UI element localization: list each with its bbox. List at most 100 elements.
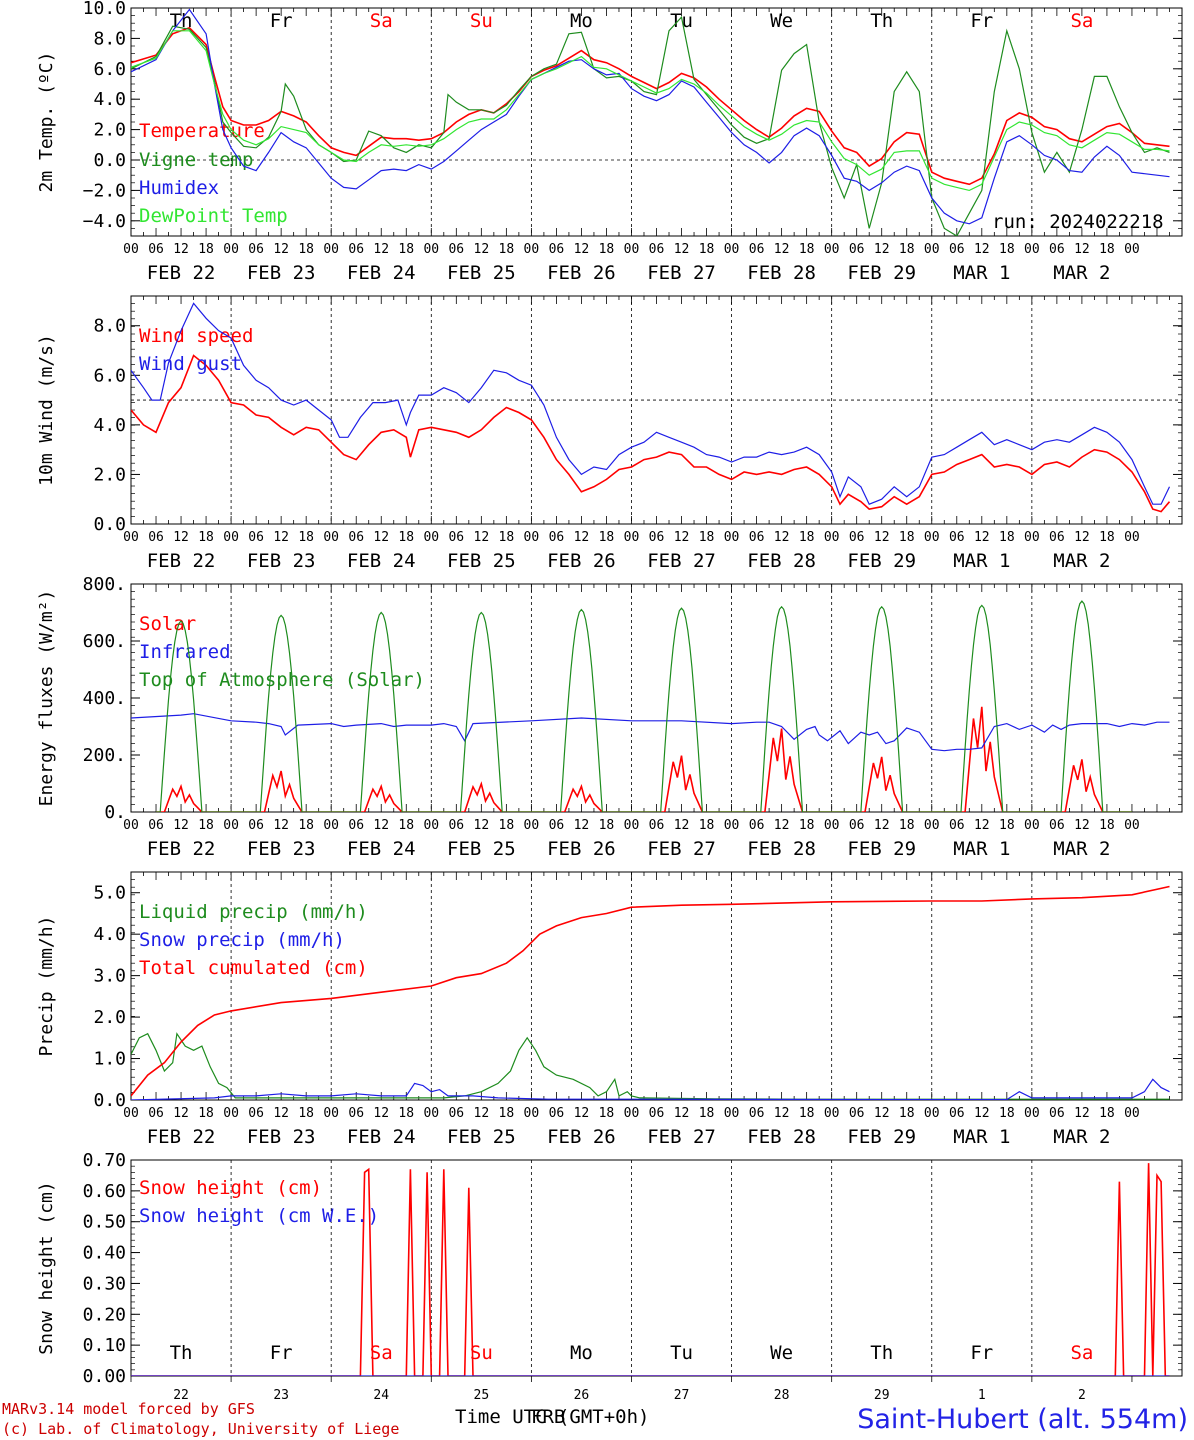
series-line-solar	[156, 706, 1132, 812]
hour-tick-label: 18	[999, 818, 1015, 833]
hour-tick-label: 06	[549, 1106, 565, 1121]
day-name-label: Th	[870, 10, 893, 32]
hour-tick-label: 00	[724, 818, 740, 833]
hour-tick-label: 12	[674, 242, 690, 257]
y-tick-label: 0.40	[83, 1243, 126, 1264]
date-label: FEB 29	[847, 838, 916, 860]
hour-tick-label: 06	[1049, 1106, 1065, 1121]
hour-tick-label: 18	[1099, 818, 1115, 833]
y-axis-label: 10m Wind (m/s)	[36, 334, 57, 486]
hour-tick-label: 12	[373, 530, 389, 545]
hour-tick-label: 18	[1099, 1106, 1115, 1121]
legend-liquid-precip-mm-h-: Liquid precip (mm/h)	[139, 901, 368, 923]
hour-tick-label: 00	[1024, 1106, 1040, 1121]
hour-tick-label: 00	[223, 530, 239, 545]
hour-tick-label: 06	[148, 1106, 164, 1121]
hour-tick-label: 12	[474, 242, 490, 257]
date-label: MAR 1	[953, 262, 1010, 284]
hour-tick-label: 18	[398, 1106, 414, 1121]
hour-tick-label: 12	[474, 1106, 490, 1121]
hour-tick-label: 18	[298, 818, 314, 833]
day-name-label: Mo	[570, 10, 593, 32]
hour-tick-label: 12	[574, 818, 590, 833]
day-name-label: Fr	[970, 10, 993, 32]
date-label: FEB 24	[347, 1126, 416, 1148]
date-label: MAR 1	[953, 550, 1010, 572]
day-number-label: 24	[373, 1388, 389, 1403]
day-number-label: 25	[474, 1388, 490, 1403]
hour-tick-label: 18	[899, 530, 915, 545]
plot-frame	[130, 583, 1183, 813]
hour-tick-label: 18	[298, 242, 314, 257]
hour-tick-label: 06	[248, 530, 264, 545]
y-tick-label: 600.	[83, 631, 126, 652]
hour-tick-label: 06	[1049, 530, 1065, 545]
plot-frame	[130, 295, 1183, 525]
hour-tick-label: 00	[323, 242, 339, 257]
hour-tick-label: 12	[1074, 242, 1090, 257]
hour-tick-label: 06	[649, 1106, 665, 1121]
legend-top-of-atmosphere-solar-: Top of Atmosphere (Solar)	[139, 669, 425, 691]
hour-tick-label: 00	[524, 242, 540, 257]
hour-tick-label: 18	[1099, 530, 1115, 545]
hour-tick-label: 00	[1124, 818, 1140, 833]
hour-tick-label: 06	[949, 818, 965, 833]
hour-tick-label: 06	[448, 242, 464, 257]
hour-tick-label: 00	[223, 242, 239, 257]
hour-tick-label: 00	[924, 1106, 940, 1121]
hour-tick-label: 12	[1074, 1106, 1090, 1121]
hour-tick-label: 00	[1124, 1106, 1140, 1121]
hour-tick-label: 06	[849, 818, 865, 833]
y-tick-label: 0.30	[83, 1273, 126, 1294]
day-name-label: Sa	[370, 10, 393, 32]
hour-tick-label: 00	[123, 818, 139, 833]
date-label: FEB 26	[547, 262, 616, 284]
legend-wind-gust: Wind gust	[139, 353, 242, 375]
hour-tick-label: 12	[574, 1106, 590, 1121]
hour-tick-label: 12	[774, 242, 790, 257]
day-name-label: Sa	[1070, 10, 1093, 32]
date-label: FEB 23	[247, 550, 316, 572]
hour-tick-label: 18	[899, 242, 915, 257]
hour-tick-label: 00	[123, 242, 139, 257]
hour-tick-label: 06	[148, 242, 164, 257]
y-axis-label: Snow height (cm)	[36, 1181, 57, 1354]
legend-temperature: Temperature	[139, 120, 265, 142]
y-tick-label: 2.0	[93, 1007, 126, 1028]
plot-frame	[130, 7, 1183, 237]
date-label: FEB 27	[647, 838, 716, 860]
date-label: MAR 2	[1053, 1126, 1110, 1148]
hour-tick-label: 06	[649, 530, 665, 545]
day-name-label: Tu	[670, 1342, 693, 1364]
day-name-label: Th	[170, 1342, 193, 1364]
hour-tick-label: 18	[398, 818, 414, 833]
hour-tick-label: 00	[1024, 242, 1040, 257]
hour-tick-label: 18	[499, 242, 515, 257]
y-axis-label: Precip (mm/h)	[36, 916, 57, 1057]
hour-tick-label: 12	[974, 1106, 990, 1121]
day-name-label: Th	[870, 1342, 893, 1364]
hour-tick-label: 12	[974, 530, 990, 545]
series-line-vigne-temp	[131, 15, 1170, 236]
y-tick-label: 4.0	[93, 89, 126, 110]
date-label: FEB 27	[647, 550, 716, 572]
legend-humidex: Humidex	[139, 177, 219, 199]
hour-tick-label: 18	[198, 818, 214, 833]
y-tick-label: 2.0	[93, 464, 126, 485]
hour-tick-label: 06	[1049, 242, 1065, 257]
hour-tick-label: 12	[674, 530, 690, 545]
legend-vigne-temp: Vigne temp	[139, 149, 253, 171]
hour-tick-label: 18	[799, 530, 815, 545]
hour-tick-label: 06	[749, 530, 765, 545]
hour-tick-label: 00	[323, 1106, 339, 1121]
hour-tick-label: 18	[999, 530, 1015, 545]
date-label: FEB 29	[847, 550, 916, 572]
hour-tick-label: 18	[499, 1106, 515, 1121]
hour-tick-label: 18	[198, 242, 214, 257]
hour-tick-label: 12	[874, 818, 890, 833]
hour-tick-label: 00	[123, 530, 139, 545]
hour-tick-label: 06	[448, 530, 464, 545]
hour-tick-label: 00	[1124, 242, 1140, 257]
date-label: FEB 23	[247, 1126, 316, 1148]
